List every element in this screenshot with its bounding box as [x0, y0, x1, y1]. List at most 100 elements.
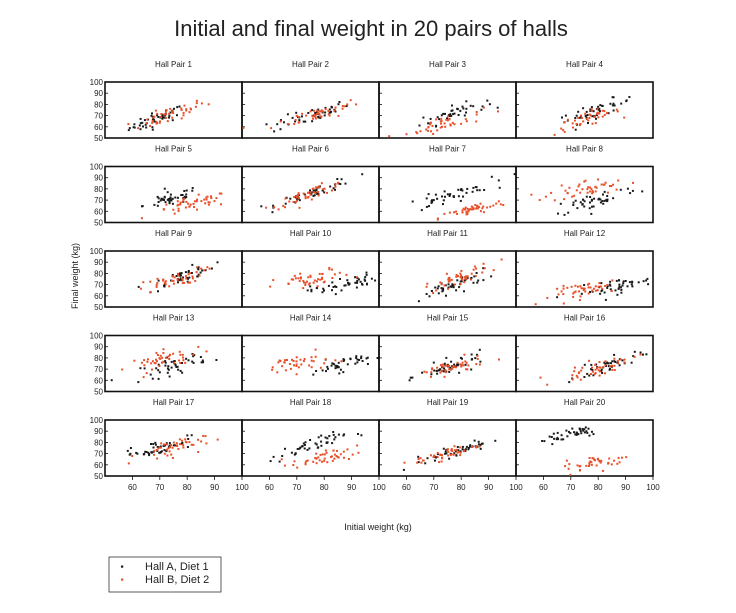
data-point	[639, 353, 642, 356]
data-point	[565, 459, 568, 462]
data-point	[427, 122, 430, 125]
data-point	[169, 107, 172, 110]
data-point	[460, 275, 463, 278]
data-point	[157, 197, 160, 200]
data-point	[167, 368, 170, 371]
data-point	[156, 277, 159, 280]
data-point	[192, 202, 195, 205]
data-point	[185, 108, 188, 111]
data-point	[172, 444, 175, 447]
data-point	[321, 189, 324, 192]
x-tick-label: 60	[265, 483, 274, 492]
data-point	[271, 368, 274, 371]
data-point	[566, 286, 569, 289]
panel-title: Hall Pair 4	[566, 60, 603, 69]
data-point	[463, 281, 466, 284]
y-tick-label: 100	[90, 163, 104, 172]
data-point	[165, 203, 168, 206]
data-point	[459, 282, 462, 285]
data-point	[339, 453, 342, 456]
data-point	[169, 197, 172, 200]
data-point	[590, 187, 593, 190]
data-point	[333, 457, 336, 460]
data-point	[425, 285, 428, 288]
data-point	[169, 193, 172, 196]
data-point	[578, 116, 581, 119]
data-point	[293, 274, 296, 277]
data-point	[306, 280, 308, 283]
data-point	[184, 440, 187, 443]
data-point	[471, 208, 473, 211]
data-point	[417, 458, 420, 461]
data-point	[469, 104, 472, 107]
data-point	[588, 374, 591, 377]
data-point	[207, 103, 210, 106]
data-point	[317, 193, 320, 196]
data-point	[560, 434, 563, 437]
data-point	[334, 364, 337, 367]
panel-title: Hall Pair 10	[290, 229, 332, 238]
data-point	[322, 188, 325, 191]
data-point	[599, 198, 602, 201]
data-point	[166, 448, 168, 451]
data-point	[153, 203, 156, 206]
data-point	[483, 189, 486, 191]
data-point	[163, 284, 165, 287]
data-point	[284, 202, 287, 205]
data-point	[481, 271, 484, 274]
data-point	[428, 295, 431, 298]
data-point	[600, 459, 603, 462]
data-point	[602, 469, 605, 472]
data-point	[170, 199, 173, 202]
data-point	[592, 205, 595, 208]
data-point	[472, 186, 475, 189]
data-point	[299, 358, 302, 361]
data-point	[298, 280, 301, 283]
data-point	[177, 274, 180, 277]
data-point	[168, 201, 171, 204]
data-point	[562, 438, 565, 441]
data-point	[141, 205, 143, 208]
data-point	[577, 116, 580, 119]
data-point	[579, 430, 582, 433]
data-point	[600, 183, 603, 186]
data-point	[129, 447, 132, 449]
data-point	[513, 173, 516, 176]
data-point	[619, 188, 622, 191]
data-point	[155, 120, 158, 123]
data-point	[143, 359, 146, 362]
data-point	[478, 348, 481, 351]
data-point	[439, 368, 442, 371]
data-point	[449, 113, 452, 116]
data-point	[188, 111, 191, 114]
data-point	[182, 276, 184, 279]
data-point	[450, 109, 453, 112]
data-point	[475, 363, 478, 366]
data-point	[154, 441, 157, 444]
data-point	[162, 352, 165, 354]
data-point	[467, 448, 470, 451]
data-point	[444, 284, 447, 287]
data-point	[310, 288, 313, 291]
data-point	[190, 434, 193, 437]
data-point	[573, 119, 576, 122]
data-point	[445, 272, 448, 275]
data-point	[176, 365, 179, 368]
data-point	[583, 180, 586, 183]
data-point	[327, 110, 330, 113]
data-point	[342, 434, 345, 437]
data-point	[630, 283, 633, 286]
data-point	[307, 112, 310, 114]
data-point	[321, 272, 324, 275]
data-point	[365, 273, 368, 276]
data-point	[449, 115, 451, 117]
data-point	[166, 367, 169, 370]
data-point	[443, 362, 446, 365]
data-point	[324, 436, 327, 439]
data-point	[312, 191, 315, 194]
data-point	[177, 210, 180, 212]
data-point	[475, 111, 478, 113]
data-point	[300, 445, 303, 448]
data-point	[156, 282, 159, 285]
data-point	[479, 202, 482, 205]
